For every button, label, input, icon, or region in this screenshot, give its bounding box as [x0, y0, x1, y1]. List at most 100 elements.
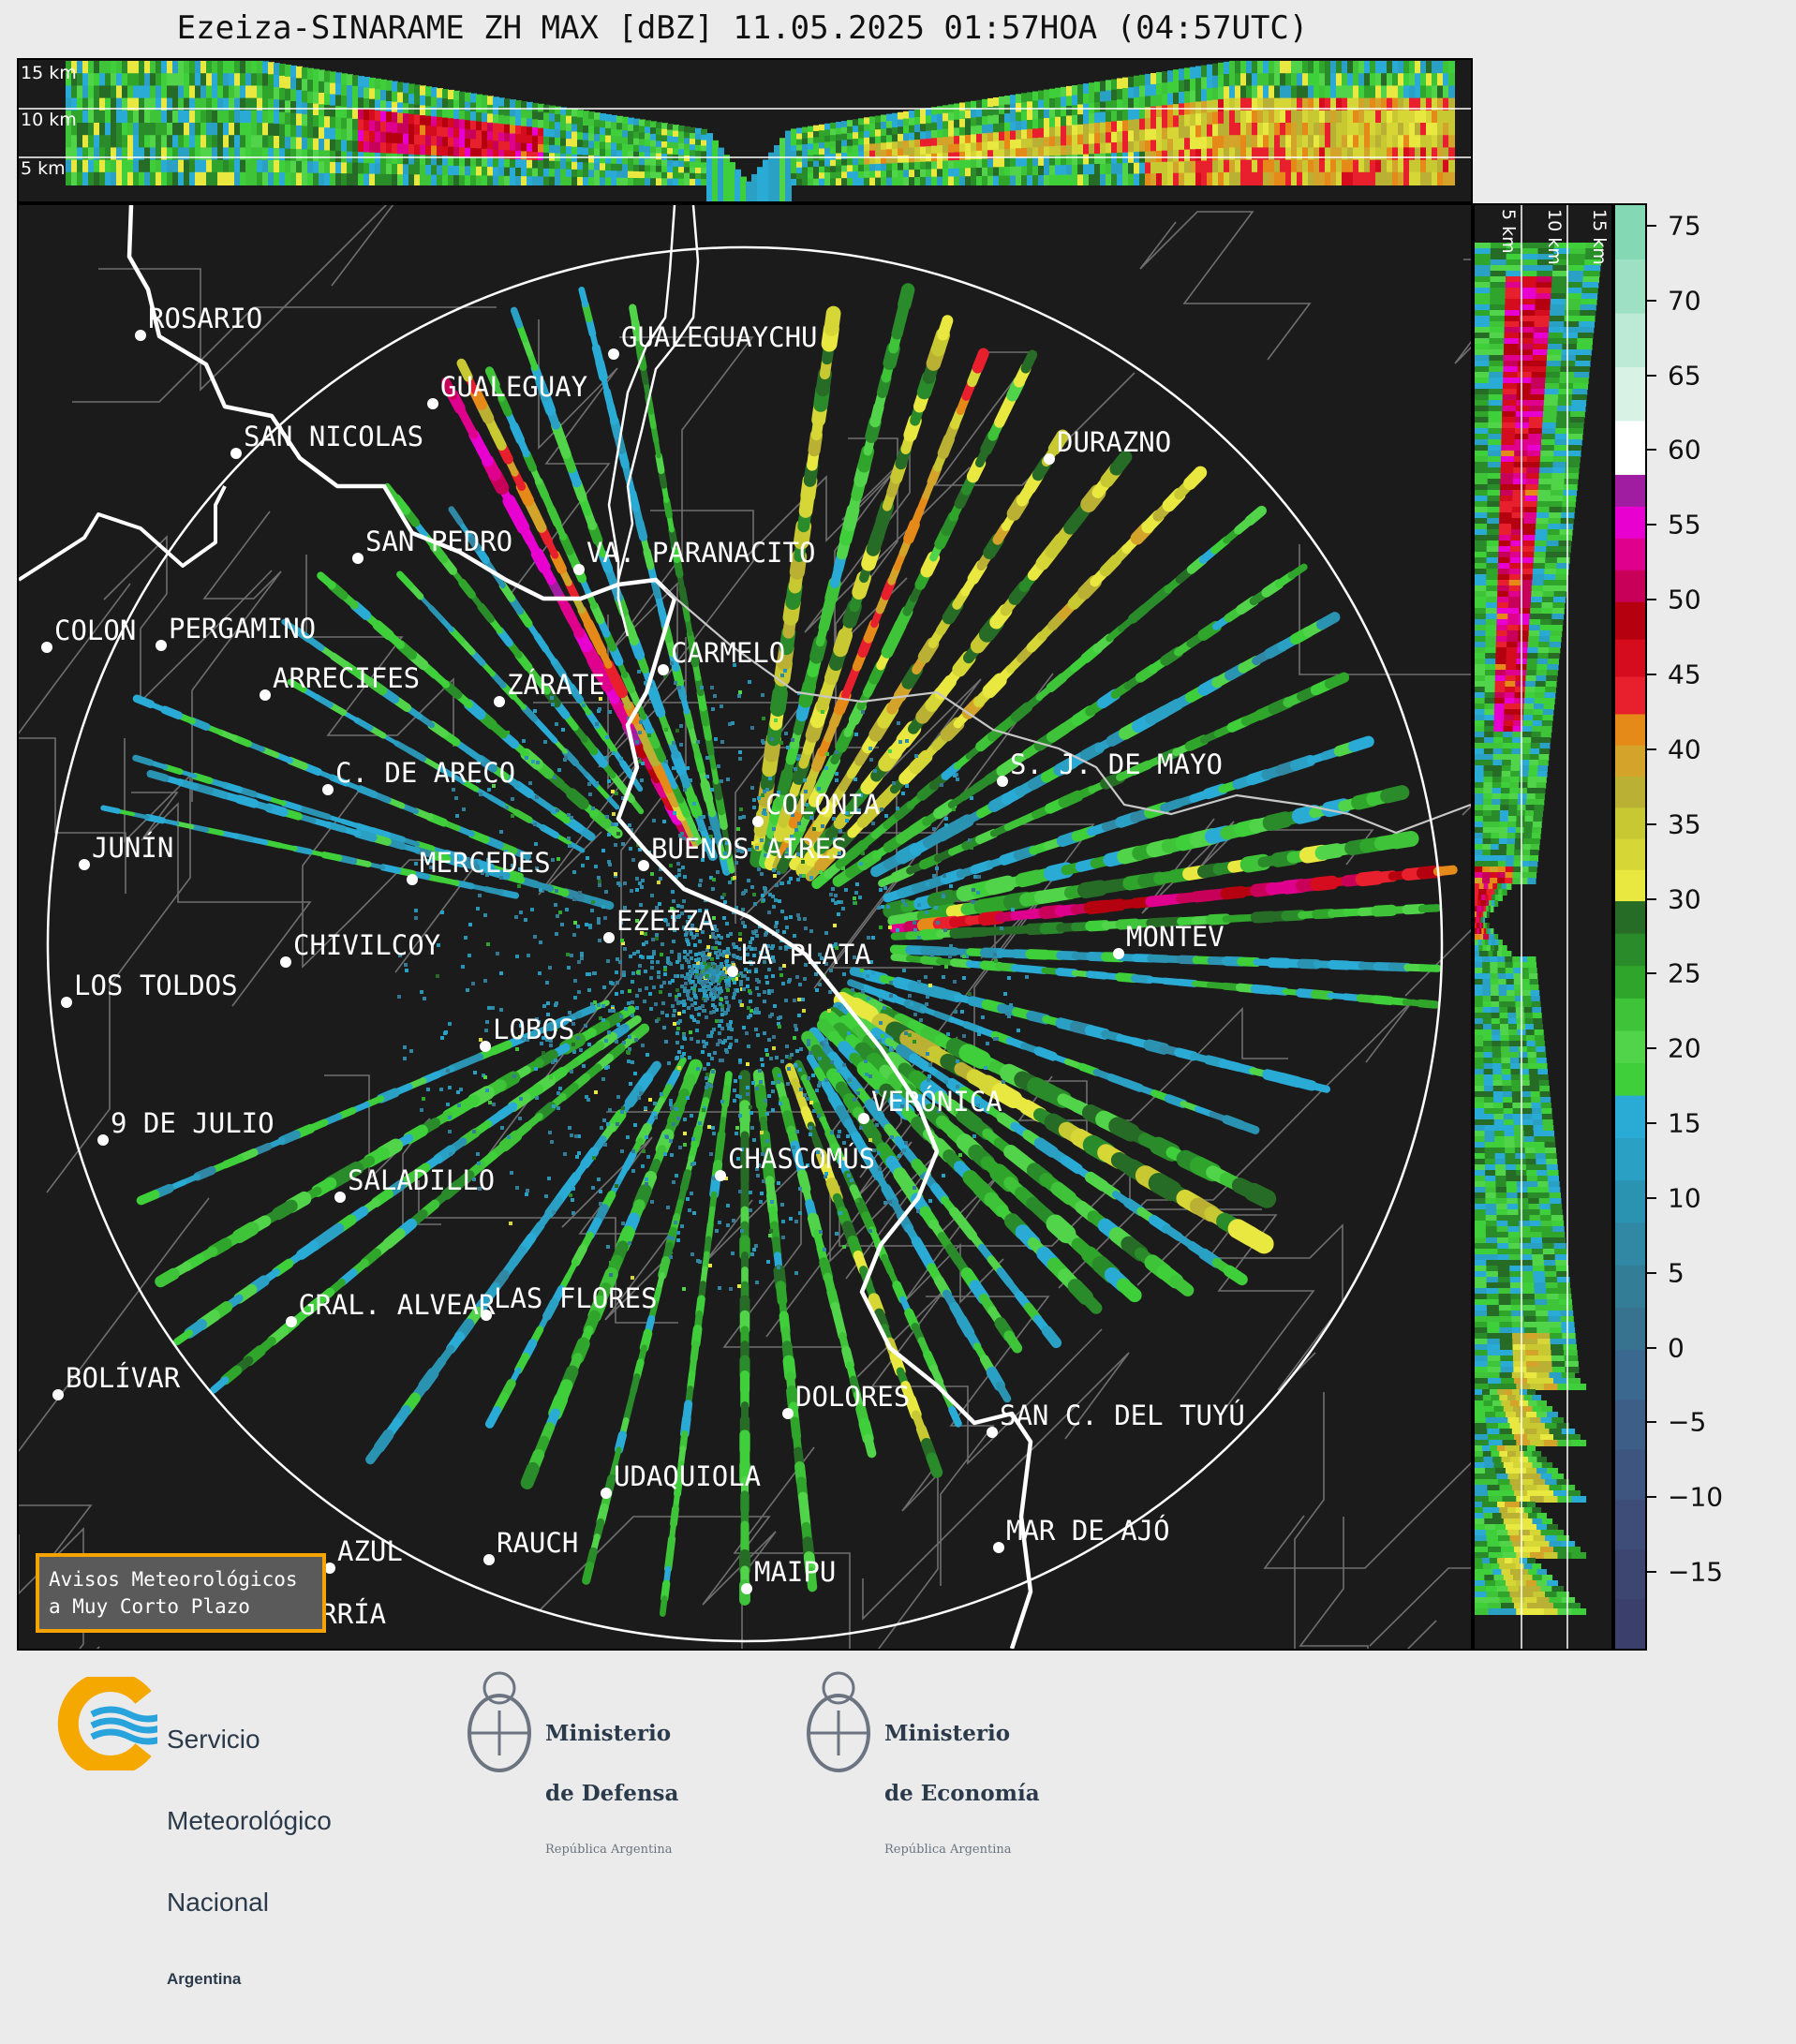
- city-marker: [573, 564, 585, 575]
- colorbar-segment: [1615, 1400, 1645, 1450]
- colorbar-segment: [1615, 601, 1645, 639]
- city-marker: [286, 1316, 297, 1327]
- city-marker: [858, 1113, 869, 1124]
- colorbar-segment: [1615, 745, 1645, 777]
- side-height-label-5km: 5 km: [1498, 209, 1519, 254]
- nowcasting-notice-badge[interactable]: Avisos Meteorológicos a Muy Corto Plazo: [36, 1553, 326, 1633]
- city-marker: [61, 997, 72, 1008]
- city-label: COLON: [54, 615, 136, 646]
- colorbar-segment: [1615, 1265, 1645, 1308]
- colorbar-tick-mark: [1647, 524, 1656, 526]
- city-label: COLONIA: [765, 789, 880, 821]
- city-label: MONTEV: [1126, 921, 1225, 953]
- city-label: GUALEGUAY: [440, 371, 587, 403]
- city-label: GRAL. ALVEAR: [299, 1289, 496, 1321]
- colorbar-segment: [1615, 570, 1645, 601]
- colorbar-segment: [1615, 966, 1645, 999]
- colorbar-tick-label: 25: [1668, 958, 1701, 989]
- colorbar-tick-mark: [1647, 449, 1656, 451]
- city-marker: [993, 1542, 1004, 1553]
- colorbar-segment: [1615, 1180, 1645, 1223]
- city-label: SAN NICOLAS: [244, 421, 423, 452]
- city-label: ZÁRATE: [507, 669, 605, 701]
- colorbar-tick-label: 0: [1668, 1332, 1685, 1363]
- colorbar-tick-label: 30: [1668, 883, 1701, 914]
- east-west-section-plot: 15 km 10 km 5 km: [19, 60, 1471, 201]
- colorbar-segment: [1615, 639, 1645, 676]
- city-label: CHIVILCOY: [293, 929, 440, 961]
- city-marker: [52, 1389, 64, 1400]
- colorbar-tick-label: 45: [1668, 659, 1701, 690]
- north-south-section-plot: 5 km 10 km 15 km: [1475, 205, 1611, 1649]
- colorbar-tick-mark: [1647, 225, 1656, 227]
- city-marker: [658, 664, 669, 675]
- city-label: VERÓNICA: [871, 1086, 1002, 1118]
- colorbar-segment: [1615, 869, 1645, 901]
- side-height-label-10km: 10 km: [1544, 209, 1565, 265]
- colorbar-segment: [1615, 506, 1645, 538]
- colorbar-tick-label: 50: [1668, 585, 1701, 615]
- city-marker: [601, 1488, 612, 1499]
- colorbar-tick-label: 40: [1668, 733, 1701, 764]
- city-label: DURAZNO: [1057, 426, 1171, 458]
- colorbar-segment: [1615, 1549, 1645, 1600]
- smn-line-3: Nacional: [167, 1888, 332, 1916]
- colorbar-segment: [1615, 807, 1645, 839]
- colorbar: [1613, 203, 1647, 1651]
- city-label: SALADILLO: [348, 1164, 495, 1196]
- city-marker: [135, 330, 146, 341]
- colorbar-tick-label: −5: [1668, 1407, 1706, 1438]
- colorbar-tick-mark: [1647, 300, 1656, 302]
- chart-title: Ezeiza-SINARAME ZH MAX [dBZ] 11.05.2025 …: [0, 9, 1485, 47]
- colorbar-segment: [1615, 1222, 1645, 1266]
- notice-line-1: Avisos Meteorológicos: [49, 1566, 313, 1593]
- city-marker: [79, 859, 90, 870]
- city-label: ROSARIO: [148, 303, 262, 334]
- colorbar-segment: [1615, 1307, 1645, 1350]
- economia-logo-text: Ministerio de Economía República Argenti…: [884, 1686, 1040, 1894]
- city-label: VA. PARANACITO: [586, 537, 815, 569]
- defensa-line-2: de Defensa: [545, 1782, 678, 1806]
- colorbar-tick-label: −10: [1668, 1482, 1723, 1513]
- city-label: MAR DE AJÓ: [1006, 1515, 1170, 1547]
- colorbar-tick-mark: [1647, 898, 1656, 900]
- colorbar-tick-mark: [1647, 748, 1656, 750]
- coat-of-arms-icon: [804, 1664, 873, 1780]
- city-label: GUALEGUAYCHU: [621, 321, 818, 353]
- city-marker: [97, 1134, 109, 1146]
- colorbar-segment: [1615, 538, 1645, 570]
- height-label-5km: 5 km: [21, 158, 66, 179]
- radar-map[interactable]: ROSARIO GUALEGUAYCHU GUALEGUAY SAN NICOLAS D…: [19, 205, 1471, 1649]
- smn-line-4: Argentina: [167, 1970, 332, 1989]
- colorbar-segment: [1615, 901, 1645, 934]
- colorbar-segment: [1615, 776, 1645, 807]
- colorbar-tick-label: 20: [1668, 1033, 1701, 1064]
- city-marker: [1044, 453, 1055, 465]
- colorbar-tick-label: 5: [1668, 1257, 1685, 1288]
- smn-line-1: Servicio: [167, 1726, 332, 1753]
- city-label: AZUL: [337, 1535, 403, 1567]
- notice-line-2: a Muy Corto Plazo: [49, 1593, 313, 1621]
- colorbar-tick-label: 55: [1668, 510, 1701, 541]
- colorbar-segment: [1615, 1030, 1645, 1063]
- city-label: MAIPU: [754, 1556, 836, 1588]
- city-label: LOS TOLDOS: [74, 970, 238, 1001]
- smn-logo-icon: [54, 1677, 157, 1770]
- radar-map-panel[interactable]: ROSARIO GUALEGUAYCHU GUALEGUAY SAN NICOLAS D…: [17, 203, 1473, 1651]
- colorbar-segment: [1615, 1063, 1645, 1096]
- city-label: LA PLATA: [740, 939, 871, 970]
- economia-line-2: de Economía: [884, 1782, 1040, 1806]
- smn-logo-text: Servicio Meteorológico Nacional Argentin…: [167, 1671, 332, 2043]
- colorbar-tick-mark: [1647, 599, 1656, 600]
- colorbar-segment: [1615, 421, 1645, 475]
- city-label: SAN PEDRO: [365, 526, 512, 557]
- city-marker: [230, 448, 242, 459]
- city-label: 9 DE JULIO: [111, 1107, 275, 1139]
- colorbar-segment: [1615, 998, 1645, 1030]
- colorbar-segment: [1615, 205, 1645, 259]
- city-marker: [41, 642, 52, 653]
- city-label: EZEIZA: [616, 905, 715, 937]
- colorbar-tick-mark: [1647, 1122, 1656, 1124]
- colorbar-segment: [1615, 933, 1645, 966]
- economia-line-3: República Argentina: [884, 1842, 1040, 1859]
